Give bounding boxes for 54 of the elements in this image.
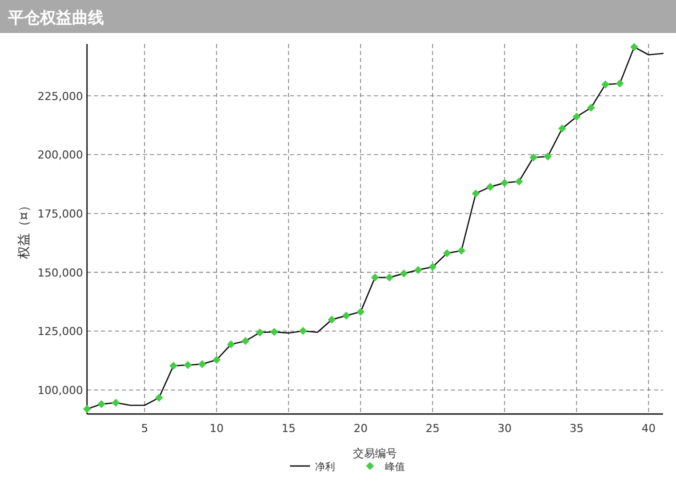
point <box>227 340 235 348</box>
x-tick-label: 35 <box>570 422 584 435</box>
y-tick-label: 100,000 <box>38 384 83 397</box>
point <box>515 177 523 186</box>
y-tick-label: 150,000 <box>38 266 83 280</box>
point <box>270 328 278 336</box>
legend-label: 峰值 <box>385 461 405 473</box>
x-tick-label: 25 <box>426 422 440 435</box>
y-tick-label: 225,000 <box>38 90 83 103</box>
y-tick-label: 200,000 <box>38 148 83 162</box>
point <box>169 362 178 370</box>
point <box>97 400 106 408</box>
point <box>184 361 192 370</box>
point <box>587 104 595 112</box>
point <box>241 337 250 346</box>
y-axis-title: 权益（¤） <box>17 198 32 260</box>
x-axis-title: 交易编号 <box>353 447 397 460</box>
point <box>83 405 91 414</box>
y-tick-label: 175,000 <box>38 207 83 220</box>
point <box>299 326 307 335</box>
y-tick-label: 125,000 <box>38 325 83 338</box>
point <box>342 312 350 320</box>
legend-label: 净利 <box>315 461 335 473</box>
point <box>443 249 451 258</box>
x-tick-label: 10 <box>210 422 224 435</box>
point <box>472 189 480 198</box>
point <box>558 124 566 132</box>
point <box>630 43 638 52</box>
point <box>457 246 466 255</box>
x-tick-label: 20 <box>354 422 368 435</box>
point <box>601 80 610 88</box>
point <box>155 394 163 402</box>
point <box>400 269 408 278</box>
point <box>616 80 624 88</box>
point <box>414 266 422 274</box>
x-tick-label: 15 <box>282 422 296 435</box>
x-tick-label: 5 <box>141 422 148 435</box>
chart-title: 平仓权益曲线 <box>7 8 104 27</box>
point <box>572 112 581 121</box>
x-tick-label: 40 <box>642 422 656 435</box>
point <box>385 273 394 282</box>
point <box>198 360 206 368</box>
point <box>428 262 437 271</box>
x-tick-label: 30 <box>498 422 512 435</box>
point <box>529 153 538 162</box>
point <box>371 273 379 282</box>
point <box>500 178 509 187</box>
point <box>356 308 365 316</box>
point <box>486 182 494 191</box>
point <box>544 152 552 161</box>
point <box>112 398 120 407</box>
point <box>256 328 264 337</box>
point <box>212 356 221 364</box>
point <box>328 316 336 324</box>
